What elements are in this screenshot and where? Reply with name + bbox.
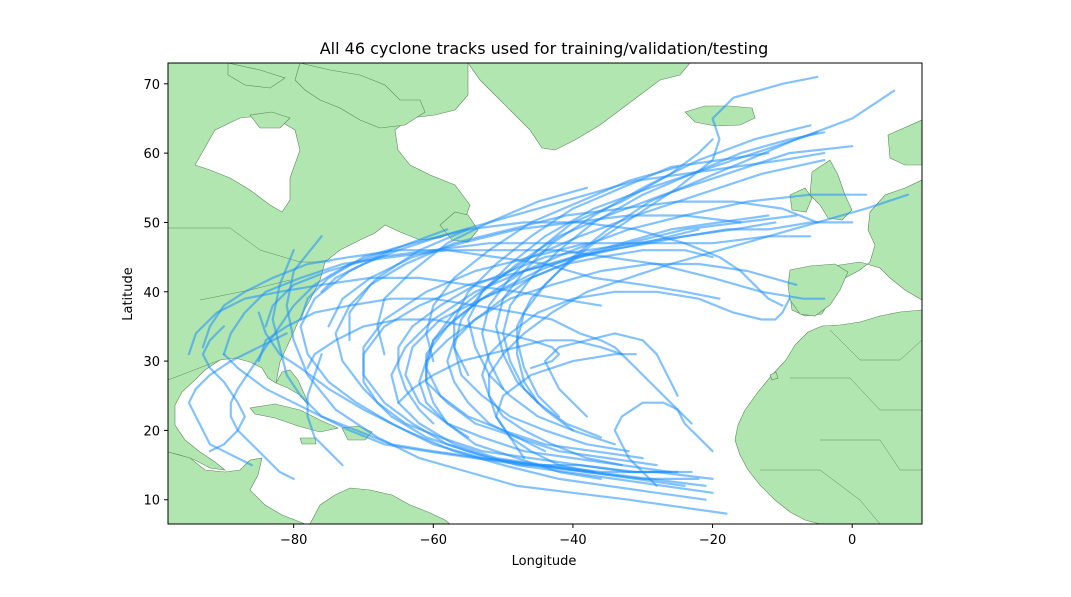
- south-america: [309, 487, 451, 524]
- cyclone-track-34: [495, 353, 637, 474]
- y-tick-label: 40: [143, 286, 160, 301]
- x-tick-label: −40: [559, 533, 586, 548]
- x-axis: −80 −60 −40 −20 0: [280, 524, 856, 548]
- y-tick-label: 60: [143, 147, 160, 162]
- jamaica: [299, 437, 317, 445]
- cyclone-track-37: [306, 353, 344, 467]
- x-tick-label: −20: [699, 533, 726, 548]
- y-tick-label: 30: [143, 355, 160, 370]
- cyclone-track-25: [299, 221, 784, 321]
- land-layer: [168, 63, 922, 524]
- cyclone-track-24: [327, 214, 742, 328]
- ireland: [789, 187, 813, 213]
- x-tick-label: −60: [420, 533, 447, 548]
- cyclone-track-26: [264, 235, 812, 328]
- cyclone-track-42: [397, 221, 777, 425]
- africa: [734, 309, 922, 524]
- plot-frame: [167, 62, 923, 525]
- cyclone-track-43: [488, 193, 910, 460]
- hudson-bay-water: [194, 114, 301, 213]
- x-tick-label: 0: [848, 533, 856, 548]
- y-tick-label: 20: [143, 424, 160, 439]
- cyclone-track-36: [418, 249, 714, 480]
- cyclone-track-38: [187, 332, 288, 467]
- arctic-island-2: [249, 111, 291, 129]
- x-tick-label: −80: [280, 533, 307, 548]
- iberia: [787, 263, 849, 317]
- greenland: [467, 63, 691, 151]
- cyclone-track-44: [446, 262, 798, 453]
- arctic-island-1: [227, 63, 286, 89]
- scandinavia: [887, 119, 922, 166]
- cyclone-track-40: [201, 325, 246, 453]
- cyclone-track-7: [362, 242, 686, 487]
- cyclone-track-20: [453, 152, 770, 377]
- cyclone-track-45: [481, 290, 791, 467]
- cuba: [249, 403, 339, 433]
- central-america: [168, 451, 306, 524]
- cyclone-track-10: [404, 214, 798, 474]
- x-axis-label: Longitude: [512, 554, 577, 569]
- cyclone-track-39: [229, 249, 393, 480]
- cyclone-track-22: [376, 186, 588, 356]
- y-axis: 10 20 30 40 50 60 70: [143, 78, 168, 509]
- y-axis-label: Latitude: [121, 267, 136, 321]
- baffin-island: [294, 63, 426, 129]
- africa-borders: [760, 329, 922, 524]
- y-tick-label: 50: [143, 216, 160, 231]
- cyclone-track-30: [257, 297, 623, 363]
- cyclone-track-27: [222, 249, 826, 356]
- cyclone-tracks: [187, 75, 910, 515]
- canary-islands: [769, 371, 779, 381]
- cyclone-track-35: [613, 401, 714, 487]
- y-tick-label: 10: [143, 494, 160, 509]
- cyclone-track-32: [397, 339, 693, 425]
- y-tick-label: 70: [143, 78, 160, 93]
- cyclone-track-46: [320, 152, 826, 293]
- cyclone-track-12: [425, 159, 826, 460]
- chart-title: All 46 cyclone tracks used for training/…: [320, 39, 769, 58]
- cyclone-track-33: [543, 332, 679, 418]
- iceland: [684, 105, 756, 127]
